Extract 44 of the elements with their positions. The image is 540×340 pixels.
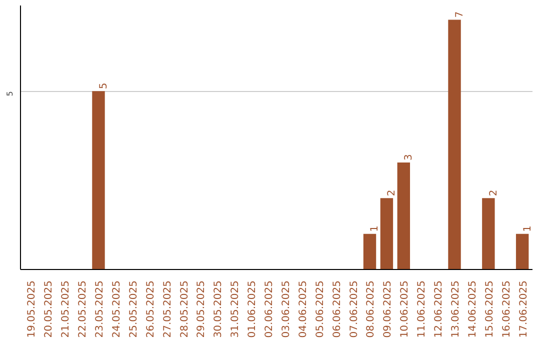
x-tick-label: 09.06.2025 bbox=[382, 280, 394, 338]
x-tick-label: 16.06.2025 bbox=[501, 280, 512, 338]
x-tick-label: 22.05.2025 bbox=[78, 280, 89, 338]
x-tick-label: 17.06.2025 bbox=[518, 280, 530, 338]
x-tick-label: 25.05.2025 bbox=[128, 280, 140, 338]
x-tick-label: 28.05.2025 bbox=[179, 280, 190, 338]
bar bbox=[92, 91, 105, 270]
bar bbox=[448, 20, 461, 270]
x-tick-label: 03.06.2025 bbox=[280, 280, 292, 338]
x-tick-label: 24.05.2025 bbox=[111, 280, 122, 338]
x-tick-label: 02.06.2025 bbox=[264, 280, 276, 338]
x-tick-label: 27.05.2025 bbox=[162, 280, 174, 338]
x-tick-label: 07.06.2025 bbox=[348, 280, 360, 338]
data-label: 5 bbox=[98, 82, 110, 90]
bar bbox=[397, 162, 410, 270]
x-tick-label: 19.05.2025 bbox=[26, 280, 38, 338]
x-tick-label: 01.06.2025 bbox=[247, 280, 258, 338]
x-tick-label: 08.06.2025 bbox=[366, 280, 377, 338]
x-tick-label: 11.06.2025 bbox=[416, 280, 428, 338]
data-label: 2 bbox=[386, 190, 398, 196]
bar bbox=[482, 198, 495, 270]
x-tick-label: 05.06.2025 bbox=[314, 280, 326, 338]
data-label: 7 bbox=[454, 11, 466, 18]
x-tick-label: 13.06.2025 bbox=[450, 280, 462, 338]
x-tick-label: 06.06.2025 bbox=[332, 280, 343, 338]
x-tick-label: 31.05.2025 bbox=[230, 280, 242, 338]
x-tick-label: 14.06.2025 bbox=[467, 280, 478, 338]
x-tick-label: 21.05.2025 bbox=[60, 280, 72, 338]
x-tick-label: 12.06.2025 bbox=[434, 280, 445, 338]
bar bbox=[363, 234, 376, 270]
x-tick-label: 04.06.2025 bbox=[298, 280, 309, 338]
data-label: 1 bbox=[522, 225, 534, 232]
x-tick-label: 30.05.2025 bbox=[213, 280, 224, 338]
data-label: 1 bbox=[370, 225, 381, 232]
bar bbox=[380, 198, 394, 270]
x-tick-label: 23.05.2025 bbox=[94, 280, 106, 338]
data-label: 3 bbox=[404, 154, 415, 160]
data-label: 2 bbox=[488, 190, 500, 196]
x-tick-label: 29.05.2025 bbox=[196, 280, 208, 338]
bar bbox=[516, 234, 529, 270]
x-tick-label: 26.05.2025 bbox=[145, 280, 156, 338]
x-tick-label: 20.05.2025 bbox=[44, 280, 55, 338]
x-tick-label: 15.06.2025 bbox=[484, 280, 496, 338]
x-tick-label: 10.06.2025 bbox=[400, 280, 411, 338]
